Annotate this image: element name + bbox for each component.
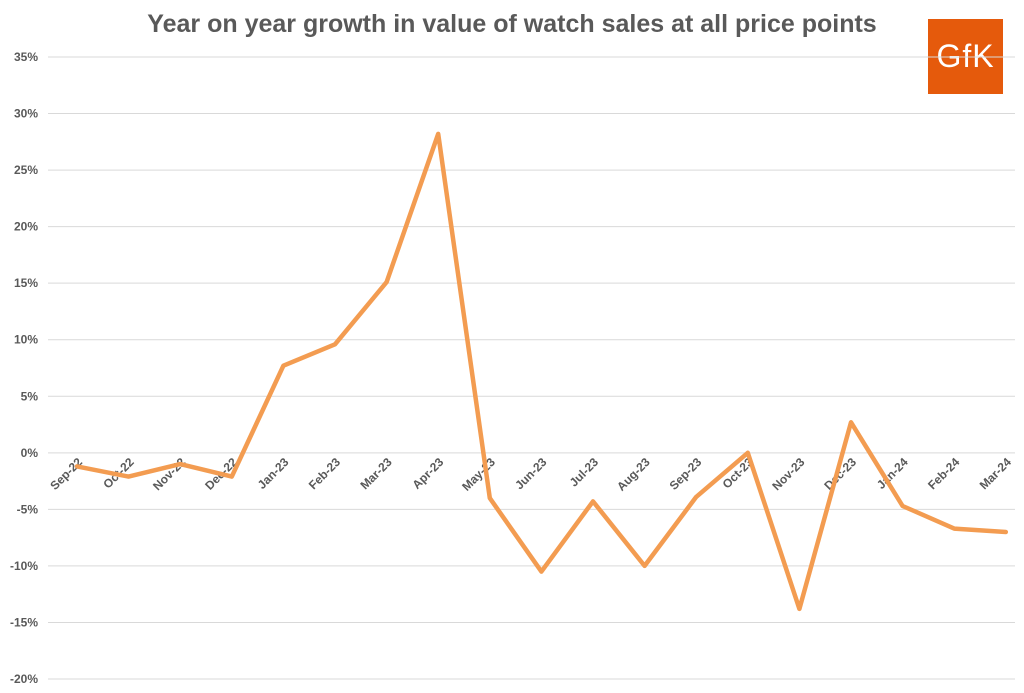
gridlines	[48, 56, 1015, 680]
y-tick-label: -5%	[17, 502, 39, 516]
x-tick-label: Jul-23	[567, 455, 602, 490]
y-axis-ticks: 35% 30% 25% 20% 15% 10% 5% 0% -5% -10% -15% -20%	[10, 50, 38, 686]
y-tick-label: 0%	[21, 446, 39, 460]
x-tick-label: Nov-22	[150, 455, 188, 493]
x-tick-label: Feb-23	[306, 455, 343, 492]
y-tick-label: 25%	[14, 163, 38, 177]
x-tick-label: May-23	[459, 455, 498, 494]
x-tick-label: Sep-22	[47, 455, 85, 493]
y-tick-label: 15%	[14, 276, 38, 290]
y-tick-label: 35%	[14, 50, 38, 64]
x-tick-label: Mar-24	[977, 455, 1014, 492]
x-tick-label: Mar-23	[357, 455, 394, 492]
x-axis-ticks: Sep-22 Oct-22 Nov-22 Dec-22 Jan-23 Feb-23 Mar-…	[47, 455, 1014, 494]
y-tick-label: 10%	[14, 333, 38, 347]
y-tick-label: 20%	[14, 220, 38, 234]
y-tick-label: -20%	[10, 672, 38, 686]
y-tick-label: 30%	[14, 107, 38, 121]
x-tick-label: Jan-23	[255, 455, 292, 492]
y-tick-label: -10%	[10, 559, 38, 573]
x-tick-label: Apr-23	[410, 455, 447, 492]
y-tick-label: -15%	[10, 615, 38, 629]
x-tick-label: Feb-24	[925, 455, 962, 492]
chart-title: Year on year growth in value of watch sa…	[147, 10, 877, 38]
x-tick-label: Aug-23	[614, 455, 653, 494]
x-tick-label: Jun-23	[512, 455, 549, 492]
x-tick-label: Nov-23	[769, 455, 807, 493]
series-line	[74, 131, 1009, 612]
y-tick-label: 5%	[21, 389, 39, 403]
series-layer	[74, 131, 1009, 612]
x-tick-label: Sep-23	[667, 455, 705, 493]
